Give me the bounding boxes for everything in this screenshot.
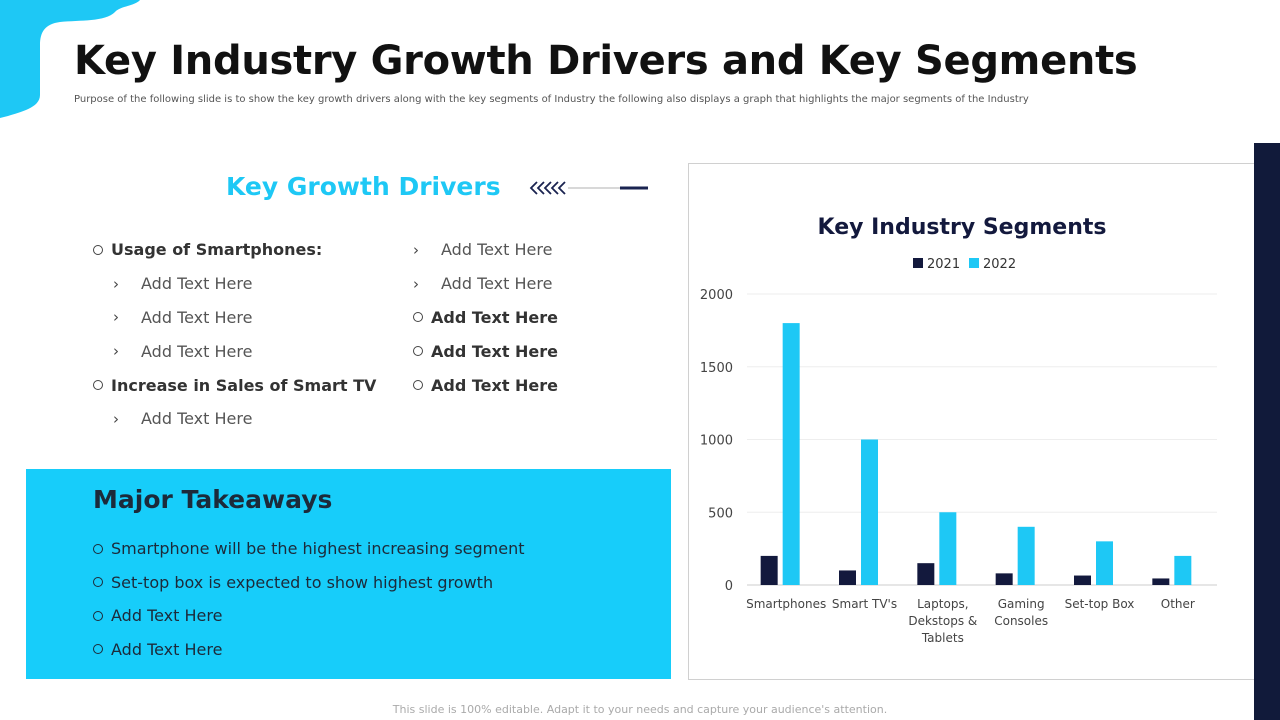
chevron-bullet-icon: › bbox=[113, 409, 119, 428]
takeaway-text: Smartphone will be the highest increasin… bbox=[111, 539, 525, 559]
list-item-text: Add Text Here bbox=[141, 341, 253, 361]
takeaway-text: Add Text Here bbox=[111, 606, 223, 626]
corner-decoration bbox=[0, 0, 140, 118]
list-item-text: Add Text Here bbox=[141, 307, 253, 327]
list-item-text: Add Text Here bbox=[141, 274, 253, 294]
takeaway-text: Set-top box is expected to show highest … bbox=[111, 572, 494, 592]
list-item-text: Add Text Here bbox=[431, 341, 559, 361]
list-item-text: Add Text Here bbox=[141, 409, 253, 429]
circle-bullet-icon bbox=[93, 380, 103, 391]
drivers-list-right: › Add Text Here › Add Text Here Add Text Her… bbox=[413, 233, 558, 402]
takeaway-text: Add Text Here bbox=[111, 639, 223, 659]
bar-2021 bbox=[995, 573, 1013, 585]
chevron-bullet-icon: › bbox=[413, 274, 419, 293]
chevron-bullet-icon: › bbox=[113, 342, 119, 361]
y-tick-label: 1500 bbox=[700, 361, 733, 376]
list-item: Add Text Here bbox=[413, 301, 558, 335]
x-tick-label: Set-top Box bbox=[1065, 597, 1135, 611]
circle-bullet-icon bbox=[93, 577, 103, 588]
bar-2021 bbox=[1074, 575, 1091, 585]
chevron-bullet-icon: › bbox=[113, 308, 119, 327]
bar-2021 bbox=[917, 563, 935, 585]
x-tick-label: Dekstops & bbox=[908, 614, 977, 628]
y-tick-label: 1000 bbox=[700, 434, 733, 449]
takeaway-item: Add Text Here bbox=[93, 633, 525, 667]
page-title: Key Industry Growth Drivers and Key Segm… bbox=[74, 38, 1138, 84]
list-item-text: Increase in Sales of Smart TV bbox=[111, 375, 377, 395]
list-item: Usage of Smartphones: bbox=[93, 233, 376, 267]
chart-title: Key Industry Segments bbox=[818, 215, 1107, 240]
list-item-text: Add Text Here bbox=[431, 307, 559, 327]
y-tick-label: 2000 bbox=[700, 288, 733, 303]
list-item-text: Add Text Here bbox=[441, 240, 553, 260]
y-tick-label: 500 bbox=[708, 506, 733, 521]
bar-2022 bbox=[861, 439, 878, 585]
x-tick-label: Tablets bbox=[921, 631, 964, 645]
takeaway-item: Set-top box is expected to show highest … bbox=[93, 566, 525, 600]
list-item: Add Text Here bbox=[413, 334, 558, 368]
chart-panel: Key Industry Segments 2021 2022 0 500 1000 150… bbox=[688, 163, 1269, 680]
side-accent-bar bbox=[1254, 143, 1280, 720]
list-item: › Add Text Here bbox=[93, 301, 376, 335]
x-tick-label: Consoles bbox=[994, 614, 1048, 628]
bar-2022 bbox=[1017, 526, 1035, 585]
segments-bar-chart: Key Industry Segments 2021 2022 0 500 1000 150… bbox=[700, 215, 1217, 645]
list-item-text: Usage of Smartphones: bbox=[111, 240, 323, 260]
x-tick-label: Smart TV's bbox=[832, 597, 897, 611]
takeaway-item: Add Text Here bbox=[93, 599, 525, 633]
page-subtitle: Purpose of the following slide is to sho… bbox=[74, 94, 1029, 105]
legend-swatch bbox=[913, 258, 923, 268]
legend-label: 2021 bbox=[927, 257, 960, 272]
x-tick-label: Gaming bbox=[998, 597, 1045, 611]
takeaways-heading: Major Takeaways bbox=[93, 485, 333, 514]
list-item: Add Text Here bbox=[413, 368, 558, 402]
list-item: › Add Text Here bbox=[93, 267, 376, 301]
drivers-list-left: Usage of Smartphones: › Add Text Here › Add … bbox=[93, 233, 376, 436]
bar-2022 bbox=[1174, 555, 1192, 585]
list-item: › Add Text Here bbox=[413, 233, 558, 267]
legend-label: 2022 bbox=[983, 257, 1016, 272]
bar-2021 bbox=[760, 555, 778, 585]
list-item: › Add Text Here bbox=[93, 402, 376, 436]
bar-2022 bbox=[939, 512, 957, 585]
list-item: › Add Text Here bbox=[413, 267, 558, 301]
circle-bullet-icon bbox=[413, 312, 423, 323]
x-tick-label: Smartphones bbox=[746, 597, 826, 611]
circle-bullet-icon bbox=[413, 380, 423, 391]
chevron-arrow-icon bbox=[529, 181, 648, 195]
circle-bullet-icon bbox=[413, 346, 423, 357]
x-tick-label: Other bbox=[1161, 597, 1195, 611]
chevron-bullet-icon: › bbox=[413, 240, 419, 259]
list-item-text: Add Text Here bbox=[431, 375, 559, 395]
list-item: › Add Text Here bbox=[93, 334, 376, 368]
bar-2022 bbox=[1096, 541, 1113, 585]
takeaways-list: Smartphone will be the highest increasin… bbox=[93, 532, 525, 666]
takeaway-item: Smartphone will be the highest increasin… bbox=[93, 532, 525, 566]
legend-swatch bbox=[969, 258, 979, 268]
bar-2022 bbox=[782, 323, 800, 585]
footer-note: This slide is 100% editable. Adapt it to… bbox=[392, 703, 888, 716]
list-item-text: Add Text Here bbox=[441, 274, 553, 294]
chevron-bullet-icon: › bbox=[113, 274, 119, 293]
takeaways-panel: Major Takeaways Smartphone will be the h… bbox=[26, 469, 671, 679]
list-item: Increase in Sales of Smart TV bbox=[93, 368, 376, 402]
bar-2021 bbox=[839, 570, 856, 585]
x-tick-label: Laptops, bbox=[917, 597, 968, 611]
circle-bullet-icon bbox=[93, 610, 103, 621]
drivers-heading: Key Growth Drivers bbox=[226, 172, 501, 201]
bar-2021 bbox=[1152, 578, 1170, 585]
y-tick-label: 0 bbox=[725, 579, 733, 594]
circle-bullet-icon bbox=[93, 543, 103, 554]
circle-bullet-icon bbox=[93, 644, 103, 655]
circle-bullet-icon bbox=[93, 244, 103, 255]
